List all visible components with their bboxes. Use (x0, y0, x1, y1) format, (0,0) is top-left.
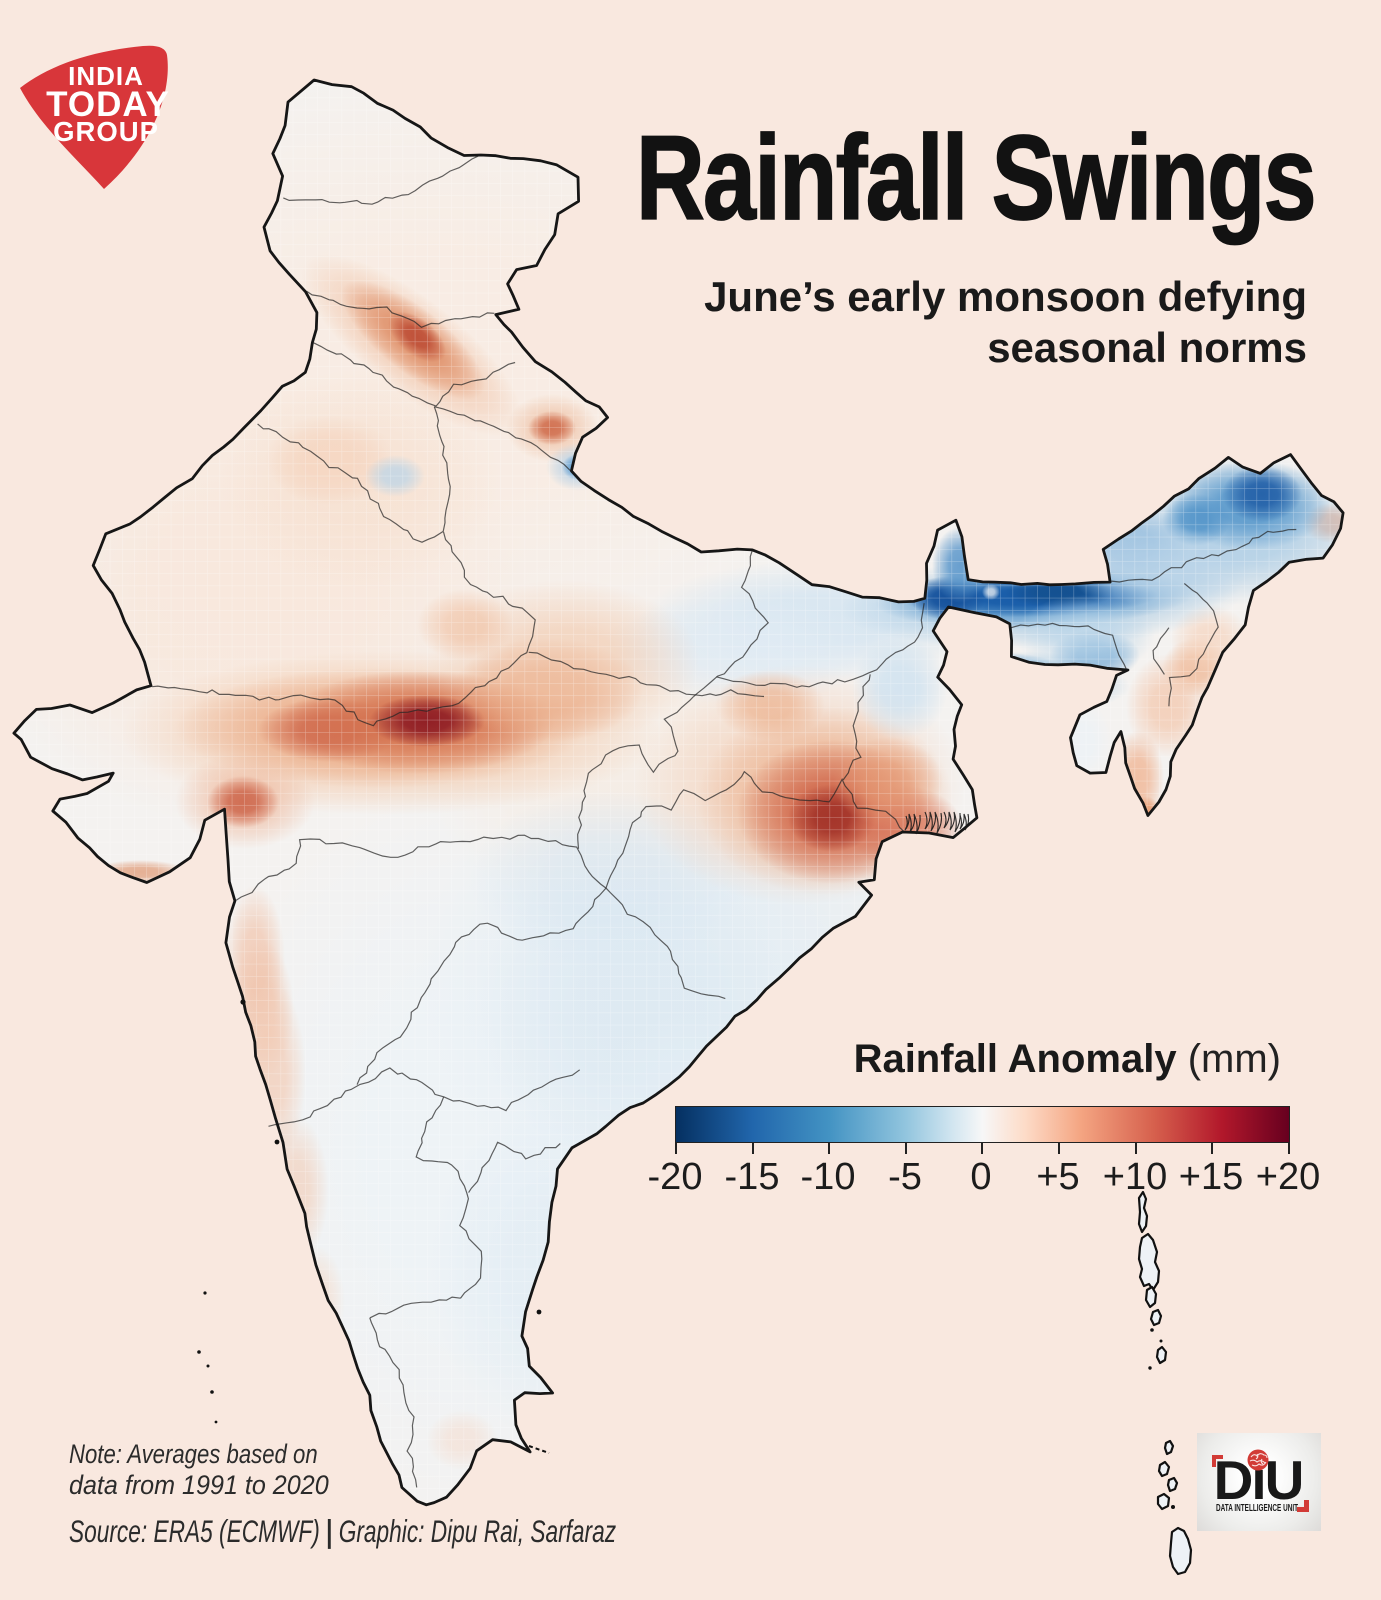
svg-text:INDIA: INDIA (68, 61, 144, 91)
svg-text:GROUP: GROUP (53, 116, 159, 147)
svg-text:TODAY: TODAY (46, 85, 170, 124)
svg-text:DATA INTELLIGENCE UNIT: DATA INTELLIGENCE UNIT (1216, 1502, 1298, 1514)
